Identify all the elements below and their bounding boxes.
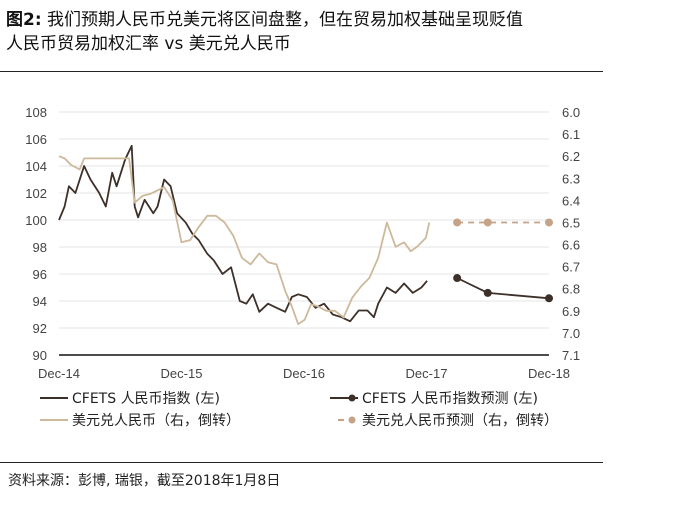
series-line-0 <box>58 144 428 323</box>
right-tick-label: 7.1 <box>562 348 580 363</box>
right-tick-label: 6.5 <box>562 215 580 230</box>
left-tick-label: 108 <box>25 105 47 120</box>
x-tick-label: Dec-18 <box>528 366 570 381</box>
right-tick-label: 6.9 <box>562 304 580 319</box>
left-tick-label: 104 <box>25 159 47 174</box>
data-point <box>483 218 492 227</box>
title-line-2: 人民币贸易加权汇率 vs 美元兑人民币 <box>6 34 291 54</box>
x-tick-label: Dec-16 <box>283 366 325 381</box>
legend-label: 美元兑人民币（右，倒转） <box>72 413 240 429</box>
right-tick-label: 6.3 <box>562 171 580 186</box>
right-tick-label: 6.6 <box>562 238 580 253</box>
x-tick-label: Dec-17 <box>406 366 448 381</box>
data-point <box>453 274 462 283</box>
left-tick-label: 98 <box>33 240 47 255</box>
data-point <box>545 294 553 303</box>
legend-label: 美元兑人民币预测（右，倒转） <box>362 413 558 429</box>
legend-label: CFETS 人民币指数 (左) <box>72 391 220 407</box>
data-point <box>453 218 462 227</box>
left-tick-label: 100 <box>25 213 47 228</box>
footer-divider <box>0 462 603 463</box>
x-tick-label: Dec-14 <box>38 366 80 381</box>
source-note: 资料来源：彭博, 瑞银，截至2018年1月8日 <box>8 473 281 489</box>
data-point <box>545 218 553 227</box>
legend-swatch-marker <box>348 394 356 402</box>
right-tick-label: 6.4 <box>562 193 580 208</box>
figure-label: 图2: <box>6 10 42 30</box>
left-tick-label: 92 <box>33 321 47 336</box>
left-tick-label: 90 <box>33 348 47 363</box>
right-tick-label: 6.7 <box>562 260 580 275</box>
left-tick-label: 106 <box>25 132 47 147</box>
left-tick-label: 96 <box>33 267 47 282</box>
left-tick-label: 94 <box>33 294 47 309</box>
right-tick-label: 6.2 <box>562 149 580 164</box>
chart-title: 图2: 我们预期人民币兑美元将区间盘整，但在贸易加权基础呈现贬值 人民币贸易加权… <box>6 8 523 56</box>
right-tick-label: 6.0 <box>562 105 580 120</box>
left-tick-label: 102 <box>25 186 47 201</box>
right-tick-label: 6.1 <box>562 127 580 142</box>
data-point <box>483 288 492 297</box>
title-divider <box>0 71 603 72</box>
title-line-1: 我们预期人民币兑美元将区间盘整，但在贸易加权基础呈现贬值 <box>41 10 524 30</box>
series-line-2 <box>58 155 431 326</box>
series-line-1 <box>456 277 550 300</box>
right-tick-label: 7.0 <box>562 326 580 341</box>
legend-label: CFETS 人民币指数预测 (左) <box>362 391 538 407</box>
x-tick-label: Dec-15 <box>161 366 203 381</box>
right-tick-label: 6.8 <box>562 282 580 297</box>
legend-swatch-marker <box>348 416 356 424</box>
